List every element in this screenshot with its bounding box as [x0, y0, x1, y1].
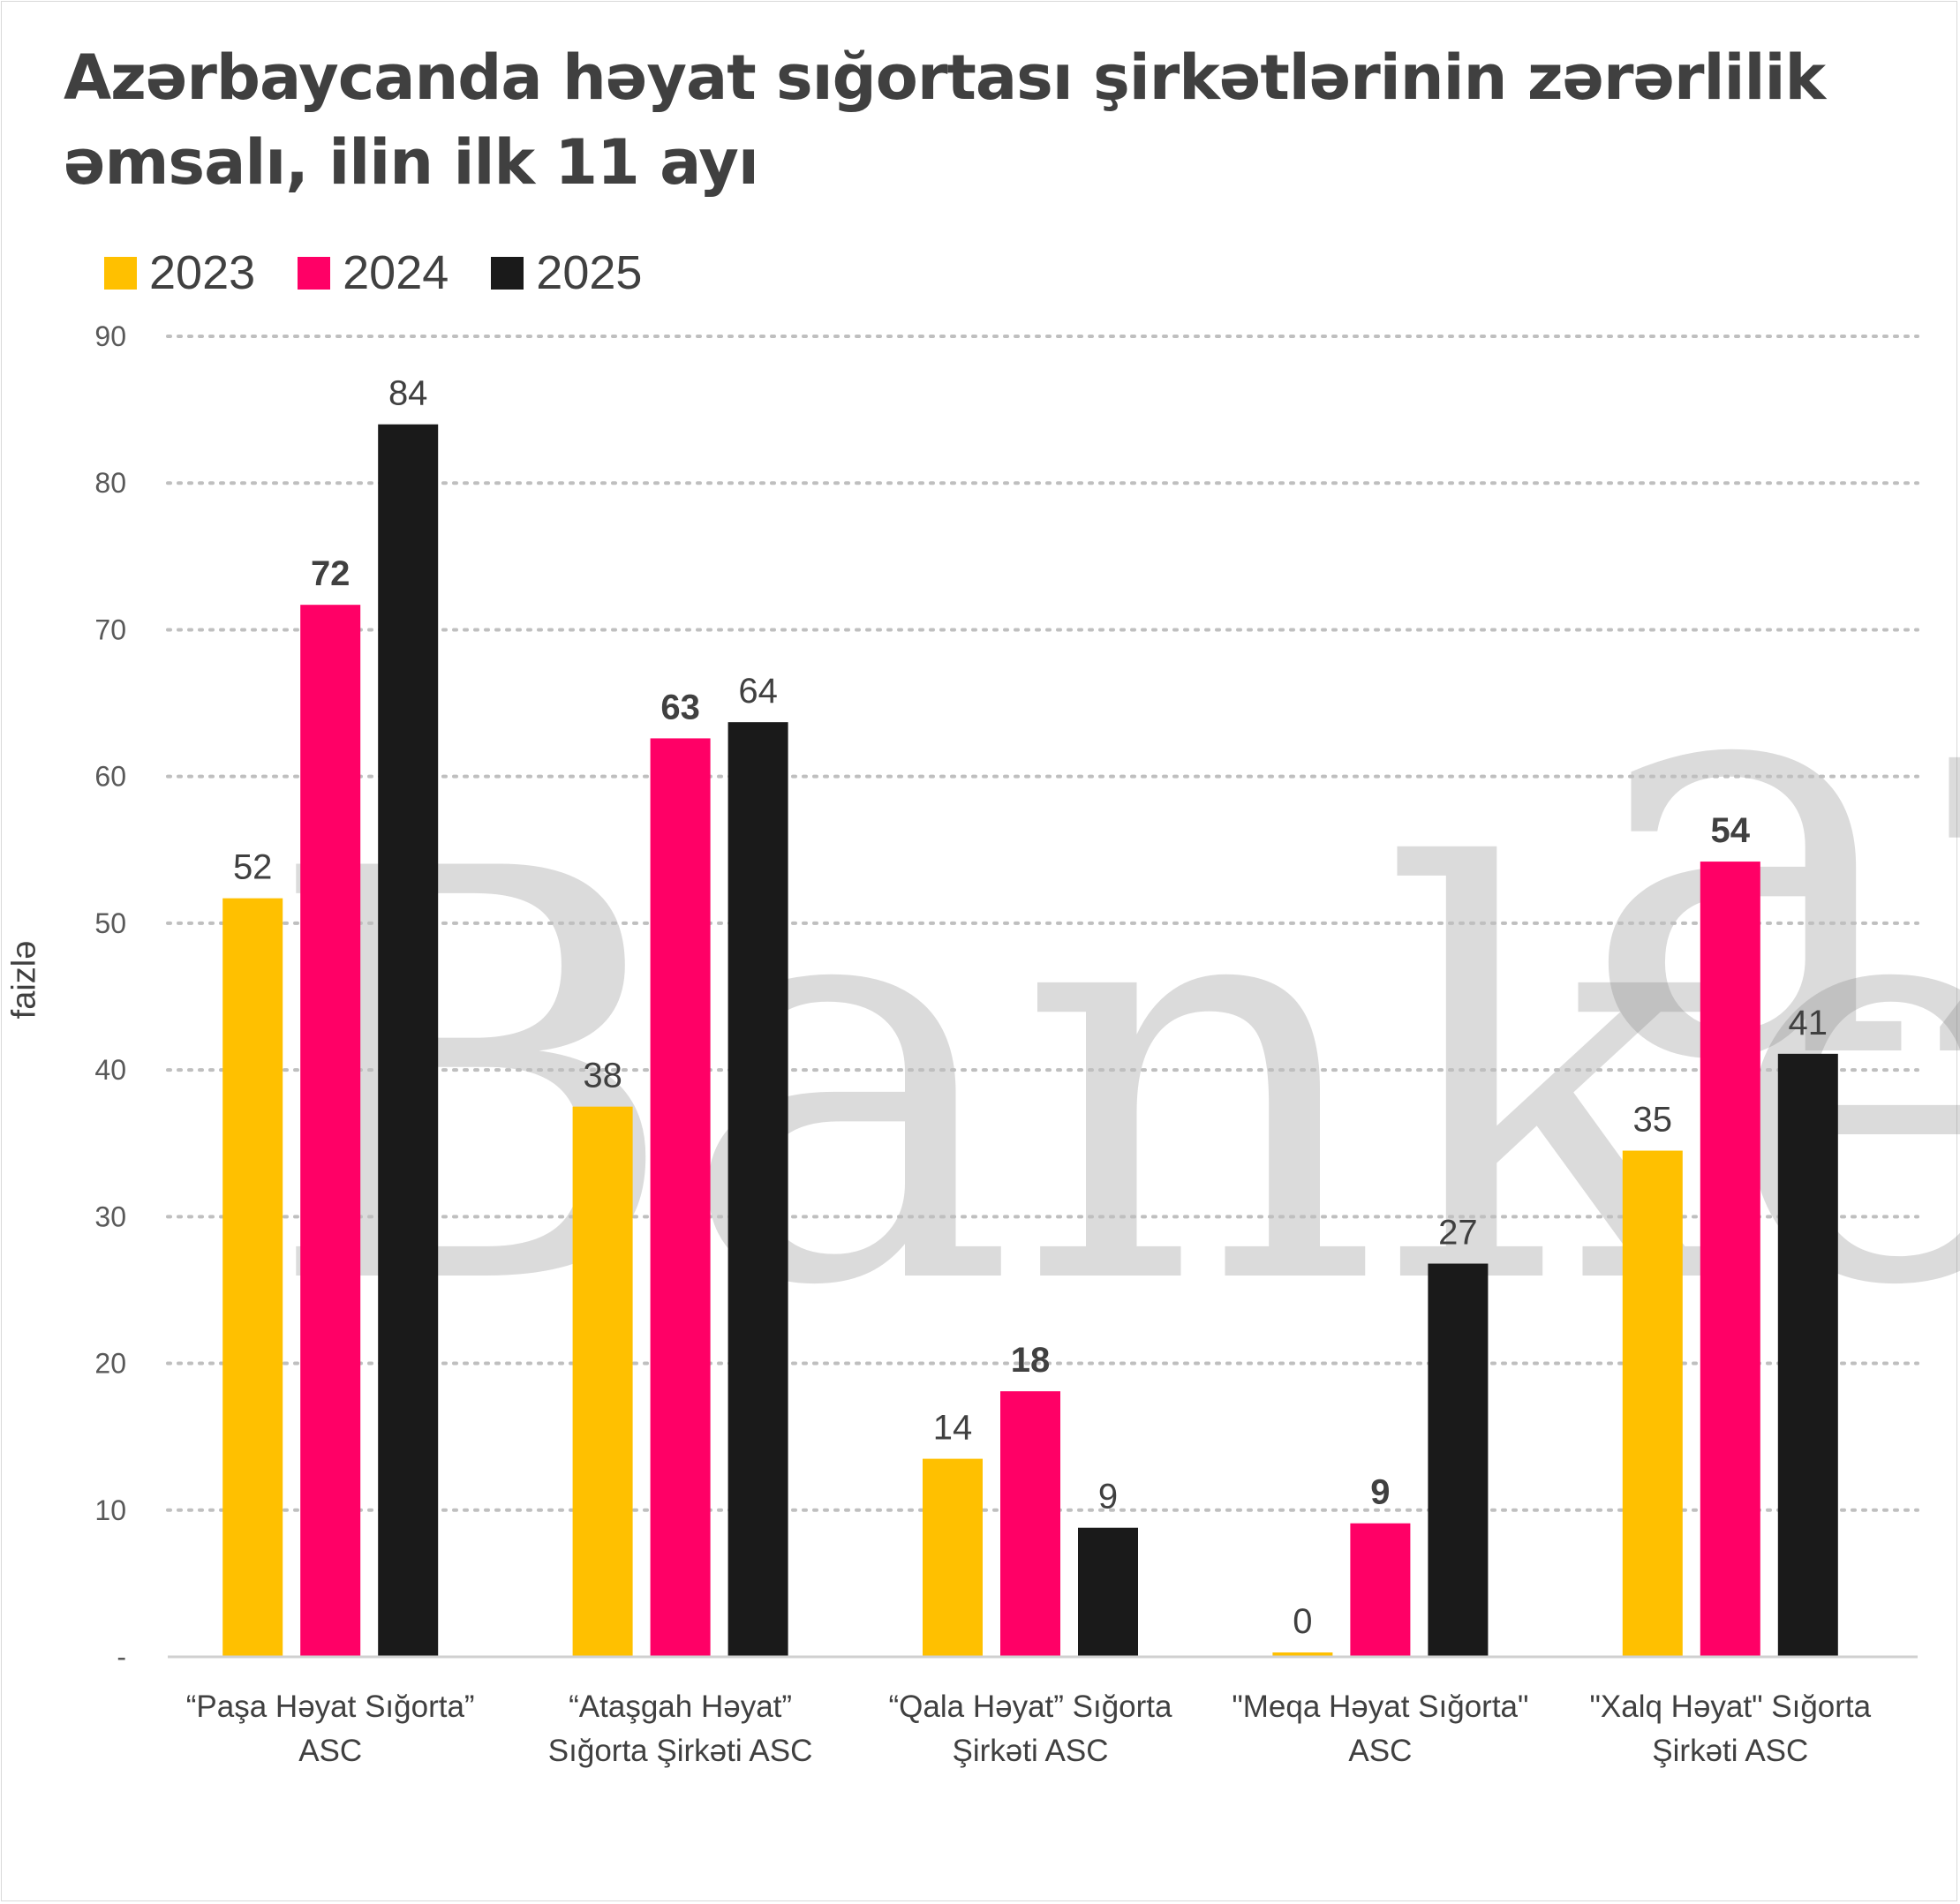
- y-tick-label: 50: [94, 907, 126, 939]
- y-tick-label: 80: [94, 467, 126, 499]
- bar-2024-0: [300, 605, 361, 1657]
- chart-legend: 2023 2024 2025: [104, 245, 684, 300]
- bar-2024-4: [1700, 862, 1760, 1657]
- data-label-2023-1: 38: [583, 1057, 622, 1095]
- data-labels: 52 72 84 38 63 64 14 18 9 0 9 27 35 54 41: [233, 374, 1828, 1641]
- data-label-2023-0: 52: [233, 848, 273, 887]
- data-label-2025-1: 64: [738, 672, 778, 711]
- y-tick-label: 30: [94, 1200, 126, 1232]
- y-tick-label: 10: [94, 1494, 126, 1526]
- legend-item-2024: 2024: [298, 245, 449, 300]
- category-label-line: ASC: [298, 1734, 362, 1768]
- data-label-2024-2: 18: [1011, 1341, 1051, 1380]
- legend-label-2024: 2024: [343, 246, 449, 299]
- y-tick-label: -: [117, 1641, 126, 1673]
- y-tick-label: 60: [94, 761, 126, 793]
- y-tick-label: 70: [94, 613, 126, 645]
- bar-2025-4: [1777, 1053, 1838, 1657]
- category-label-line: “Paşa Həyat Sığorta”: [186, 1690, 475, 1724]
- bar-2025-1: [727, 722, 788, 1657]
- legend-swatch-2023: [104, 256, 137, 290]
- category-label-line: "Xalq Həyat" Sığorta: [1589, 1690, 1871, 1724]
- y-tick-label: 20: [94, 1348, 126, 1380]
- bar-2024-3: [1350, 1523, 1411, 1657]
- category-label-line: Şirkəti ASC: [1652, 1734, 1808, 1768]
- legend-item-2023: 2023: [104, 245, 255, 300]
- legend-swatch-2024: [298, 256, 331, 290]
- legend-swatch-2025: [491, 256, 524, 290]
- data-label-2025-2: 9: [1098, 1478, 1118, 1516]
- y-axis-ticks: - 10 20 30 40 50 60 70 80 90: [94, 320, 126, 1673]
- y-tick-label: 40: [94, 1054, 126, 1086]
- legend-label-2023: 2023: [149, 246, 256, 299]
- bars: [222, 424, 1838, 1657]
- category-labels: “Paşa Həyat Sığorta” ASC “Ataşgah Həyat” Sı…: [186, 1690, 1872, 1768]
- y-tick-label: 90: [94, 320, 126, 352]
- category-label: “Ataşgah Həyat” Sığorta Şirkəti ASC: [548, 1690, 813, 1768]
- data-label-2025-4: 41: [1789, 1004, 1828, 1042]
- category-label: “Paşa Həyat Sığorta” ASC: [186, 1690, 475, 1768]
- chart-title: Azərbaycanda həyat sığortası şirkətlərin…: [64, 41, 1826, 199]
- data-label-2023-4: 35: [1633, 1101, 1673, 1140]
- bar-2023-2: [923, 1458, 983, 1657]
- bar-2023-4: [1622, 1150, 1683, 1657]
- bar-2025-0: [378, 424, 439, 1657]
- data-label-2024-3: 9: [1370, 1473, 1390, 1512]
- category-label: “Qala Həyat” Sığorta Şirkəti ASC: [889, 1690, 1172, 1768]
- bar-2023-1: [572, 1106, 633, 1657]
- data-label-2024-0: 72: [311, 554, 351, 593]
- data-label-2023-2: 14: [933, 1409, 973, 1448]
- data-label-2025-0: 84: [388, 374, 428, 413]
- bar-2024-1: [650, 738, 711, 1657]
- legend-item-2025: 2025: [491, 245, 642, 300]
- data-label-2023-3: 0: [1293, 1602, 1312, 1641]
- category-label: "Xalq Həyat" Sığorta Şirkəti ASC: [1589, 1690, 1871, 1768]
- watermark-az: az: [1580, 526, 1960, 1184]
- category-label-line: Şirkəti ASC: [953, 1734, 1109, 1768]
- bar-2023-0: [222, 898, 283, 1657]
- bar-2025-3: [1428, 1263, 1489, 1657]
- category-label-line: “Ataşgah Həyat”: [569, 1690, 792, 1724]
- category-label: "Meqa Həyat Sığorta" ASC: [1232, 1690, 1528, 1768]
- bar-2024-2: [1000, 1391, 1060, 1657]
- data-label-2024-1: 63: [660, 688, 700, 726]
- data-label-2025-3: 27: [1438, 1214, 1478, 1253]
- category-label-line: Sığorta Şirkəti ASC: [548, 1734, 813, 1768]
- category-label-line: “Qala Həyat” Sığorta: [889, 1690, 1172, 1724]
- bar-2025-2: [1078, 1527, 1138, 1657]
- data-label-2024-4: 54: [1711, 811, 1751, 850]
- category-label-line: "Meqa Həyat Sığorta": [1232, 1690, 1528, 1724]
- bar-2023-3: [1272, 1652, 1333, 1657]
- legend-label-2025: 2025: [536, 246, 643, 299]
- category-label-line: ASC: [1348, 1734, 1412, 1768]
